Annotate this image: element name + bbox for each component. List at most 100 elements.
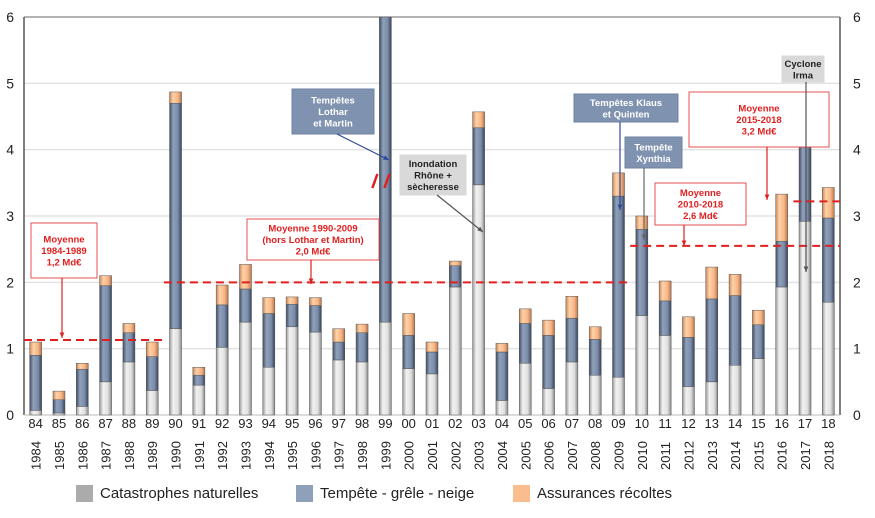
bar-segment-harvest <box>192 366 206 376</box>
bar-segment-catnat <box>145 390 159 416</box>
x-tick-label-short: 92 <box>215 416 229 431</box>
bar-segment-storm <box>145 356 159 391</box>
arrow-xynthia-head <box>641 234 647 240</box>
x-tick-label-short: 95 <box>285 416 299 431</box>
annotation-klaus-quinten-text: et Quinten <box>603 109 650 120</box>
x-tick-label: 2009 <box>612 441 627 470</box>
bar-segment-storm <box>122 332 136 363</box>
axis-break-mark <box>383 173 391 189</box>
x-tick-label-short: 00 <box>401 416 415 431</box>
annotation-avg-2010-2018-box <box>654 182 747 226</box>
bar-segment-harvest <box>145 341 159 357</box>
bar-segment-storm <box>52 399 66 414</box>
x-tick-label: 2007 <box>565 441 580 470</box>
x-tick-label: 1996 <box>308 441 323 470</box>
legend-swatch-harvest <box>513 485 530 502</box>
bar-segment-storm <box>682 337 695 387</box>
annotation-avg-1984-1989-text: 1984-1989 <box>41 246 86 257</box>
bar-segment-catnat <box>798 221 812 416</box>
x-tick-label-short: 16 <box>774 416 788 431</box>
annotation-irma-box <box>781 55 825 83</box>
bar-segment-catnat <box>285 326 299 416</box>
bar-segment-catnat <box>99 381 112 416</box>
x-tick-label-short: 87 <box>98 416 112 431</box>
bar-segment-catnat <box>355 361 369 416</box>
bar-segment-harvest <box>262 297 276 314</box>
y-tick-label-right: 5 <box>853 75 861 91</box>
bar-segment-storm <box>495 351 509 401</box>
bar-segment-harvest <box>519 308 532 324</box>
bar-segment-catnat <box>262 366 276 416</box>
bar-segment-storm <box>379 16 392 323</box>
x-tick-label: 1985 <box>52 441 67 470</box>
x-tick-label-short: 97 <box>332 416 346 431</box>
y-tick-label-right: 4 <box>853 142 861 158</box>
x-tick-label-short: 10 <box>635 416 649 431</box>
bar-segment-catnat <box>192 384 206 416</box>
annotation-lothar-martin-text: et Martin <box>313 119 353 130</box>
bar-segment-catnat <box>495 400 509 416</box>
annotation-avg-2010-2018-text: 2010-2018 <box>678 200 723 211</box>
x-tick-label-short: 11 <box>658 416 672 431</box>
bar-segment-catnat <box>449 286 462 416</box>
annotation-inondation-text: Inondation <box>409 159 458 170</box>
x-tick-label: 2010 <box>635 441 650 470</box>
annotation-avg-1990-2009: Moyenne 1990-2009(hors Lothar et Martin)… <box>246 218 380 261</box>
bar-segment-harvest <box>472 111 485 129</box>
bar-segment-catnat <box>565 361 579 416</box>
bar-segment-storm <box>29 355 42 411</box>
bar-segment-catnat <box>612 376 625 416</box>
x-tick-label-short: 02 <box>448 416 462 431</box>
bar-segment-harvest <box>658 280 672 302</box>
x-tick-label: 1992 <box>215 441 230 470</box>
x-tick-label-short: 09 <box>611 416 625 431</box>
bar-segment-storm <box>635 229 649 316</box>
bar-segment-catnat <box>472 184 485 416</box>
x-tick-label: 2014 <box>728 441 743 470</box>
arrow-avg-1984-1989-head <box>59 332 65 338</box>
bar-segment-harvest <box>76 363 89 370</box>
legend: Catastrophes naturelles Tempête - grêle … <box>0 481 875 511</box>
x-tick-label-short: 15 <box>751 416 765 431</box>
annotation-klaus-quinten-box <box>573 93 679 123</box>
x-tick-label: 2001 <box>425 441 440 470</box>
bar-segment-storm <box>565 317 579 363</box>
x-tick-label: 2012 <box>681 441 696 470</box>
bar-segment-harvest <box>285 296 299 305</box>
bar-segment-storm <box>76 368 89 407</box>
y-tick-label-right: 0 <box>853 407 861 423</box>
x-tick-label: 1999 <box>378 441 393 470</box>
bar-segment-harvest <box>752 309 765 326</box>
annotation-lothar-martin-box <box>291 88 375 135</box>
bar-segment-catnat <box>542 388 555 416</box>
bar-segment-catnat <box>215 347 229 416</box>
bar-segment-storm <box>519 323 532 364</box>
bar-segment-harvest <box>705 266 719 300</box>
bars <box>29 16 835 416</box>
bar-segment-catnat <box>309 331 322 416</box>
bar-segment-harvest <box>612 172 625 197</box>
x-tick-label: 1993 <box>238 441 253 470</box>
arrow-lothar-martin-head <box>383 155 389 160</box>
annotation-avg-1990-2009-text: (hors Lothar et Martin) <box>262 235 363 246</box>
bar-segment-harvest <box>215 284 229 306</box>
bar-segment-storm <box>775 240 788 288</box>
legend-item-harvest: Assurances récoltes <box>513 485 672 502</box>
bar-segment-storm <box>169 102 182 330</box>
annotation-xynthia-text: Xynthia <box>636 154 671 165</box>
bar-segment-harvest <box>822 187 835 219</box>
annotation-avg-1984-1989-box <box>30 222 98 279</box>
x-tick-label: 1990 <box>169 441 184 470</box>
annotation-avg-2015-2018-text: 2015-2018 <box>736 115 781 126</box>
bar-segment-storm <box>542 335 555 389</box>
arrow-avg-2010-2018-head <box>681 240 687 246</box>
x-tick-label-short: 93 <box>238 416 252 431</box>
x-tick-label-short: 99 <box>378 416 392 431</box>
annotation-lothar-martin-text: Tempêtes <box>311 96 355 107</box>
annotation-avg-2010-2018-text: Moyenne <box>680 188 721 199</box>
